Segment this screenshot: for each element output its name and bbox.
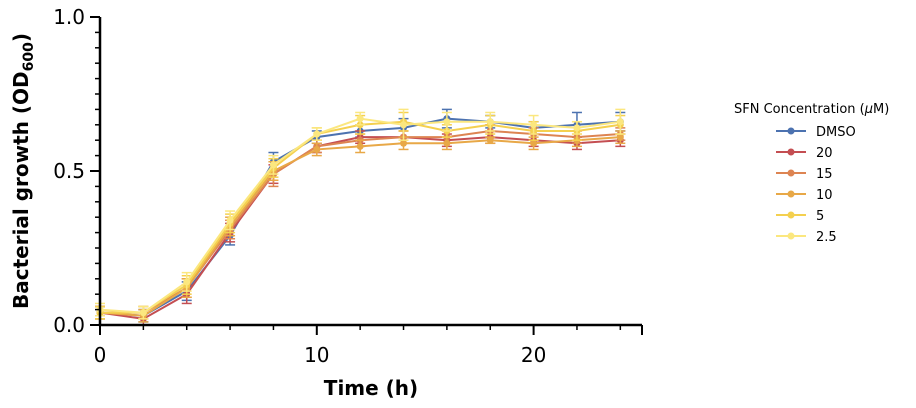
legend-swatch-marker [787, 190, 795, 198]
x-axis-title: Time (h) [324, 376, 418, 400]
legend: SFN Concentration (μM) DMSO 20 15 10 5 2.5 [734, 102, 889, 245]
data-point [400, 121, 408, 129]
data-point [616, 133, 624, 141]
x-tick-label: 10 [304, 343, 329, 367]
data-point [313, 130, 321, 138]
legend-label: 5 [816, 209, 824, 224]
legend-title: SFN Concentration (μM) [734, 102, 889, 117]
legend-label: 20 [816, 146, 833, 161]
legend-entry: 20 [776, 146, 833, 161]
legend-entries: DMSO 20 15 10 5 2.5 [776, 125, 856, 245]
data-point [356, 115, 364, 123]
legend-swatch-marker [787, 127, 795, 135]
data-point [530, 139, 538, 147]
data-point [530, 121, 538, 129]
y-tick-label: 0.5 [53, 159, 85, 183]
legend-title-mu: μ [864, 102, 873, 117]
plot-area [95, 108, 626, 326]
legend-label: 2.5 [816, 230, 837, 245]
x-tick-label: 20 [521, 343, 546, 367]
data-point [443, 118, 451, 126]
legend-label: 10 [816, 188, 833, 203]
y-axis-title-subscript: 600 [21, 42, 37, 71]
legend-entry: 15 [776, 167, 833, 182]
legend-label: DMSO [816, 125, 856, 140]
axes [98, 17, 642, 327]
legend-title-tail: M) [873, 102, 889, 117]
data-point [183, 278, 191, 286]
series-2-5 [95, 108, 626, 320]
y-tick-label: 0.0 [53, 313, 85, 337]
data-point [486, 118, 494, 126]
legend-entry: 5 [776, 209, 824, 224]
legend-entry: DMSO [776, 125, 856, 140]
series-line [100, 129, 621, 314]
x-tick-label: 0 [94, 343, 107, 367]
y-axis-title-close: ) [9, 33, 33, 42]
legend-title-main: SFN Concentration ( [734, 102, 865, 117]
data-point [269, 161, 277, 169]
data-point [139, 309, 147, 317]
y-tick-label: 1.0 [53, 5, 85, 29]
data-point [356, 142, 364, 150]
legend-entry: 10 [776, 188, 833, 203]
y-axis-title-main: Bacterial growth (OD [9, 71, 33, 309]
legend-swatch-marker [787, 232, 795, 240]
ticks: 0 10 20 0.0 0.5 1.0 [53, 5, 643, 367]
data-point [400, 139, 408, 147]
y-axis-title: Bacterial growth (OD600) [9, 33, 37, 309]
legend-label: 15 [816, 167, 833, 182]
data-point [443, 139, 451, 147]
legend-swatch-marker [787, 211, 795, 219]
data-point [573, 124, 581, 132]
data-point [486, 136, 494, 144]
legend-swatch-marker [787, 169, 795, 177]
data-point [313, 145, 321, 153]
data-point [226, 216, 234, 224]
legend-entry: 2.5 [776, 230, 837, 245]
data-point [616, 118, 624, 126]
legend-swatch-marker [787, 148, 795, 156]
